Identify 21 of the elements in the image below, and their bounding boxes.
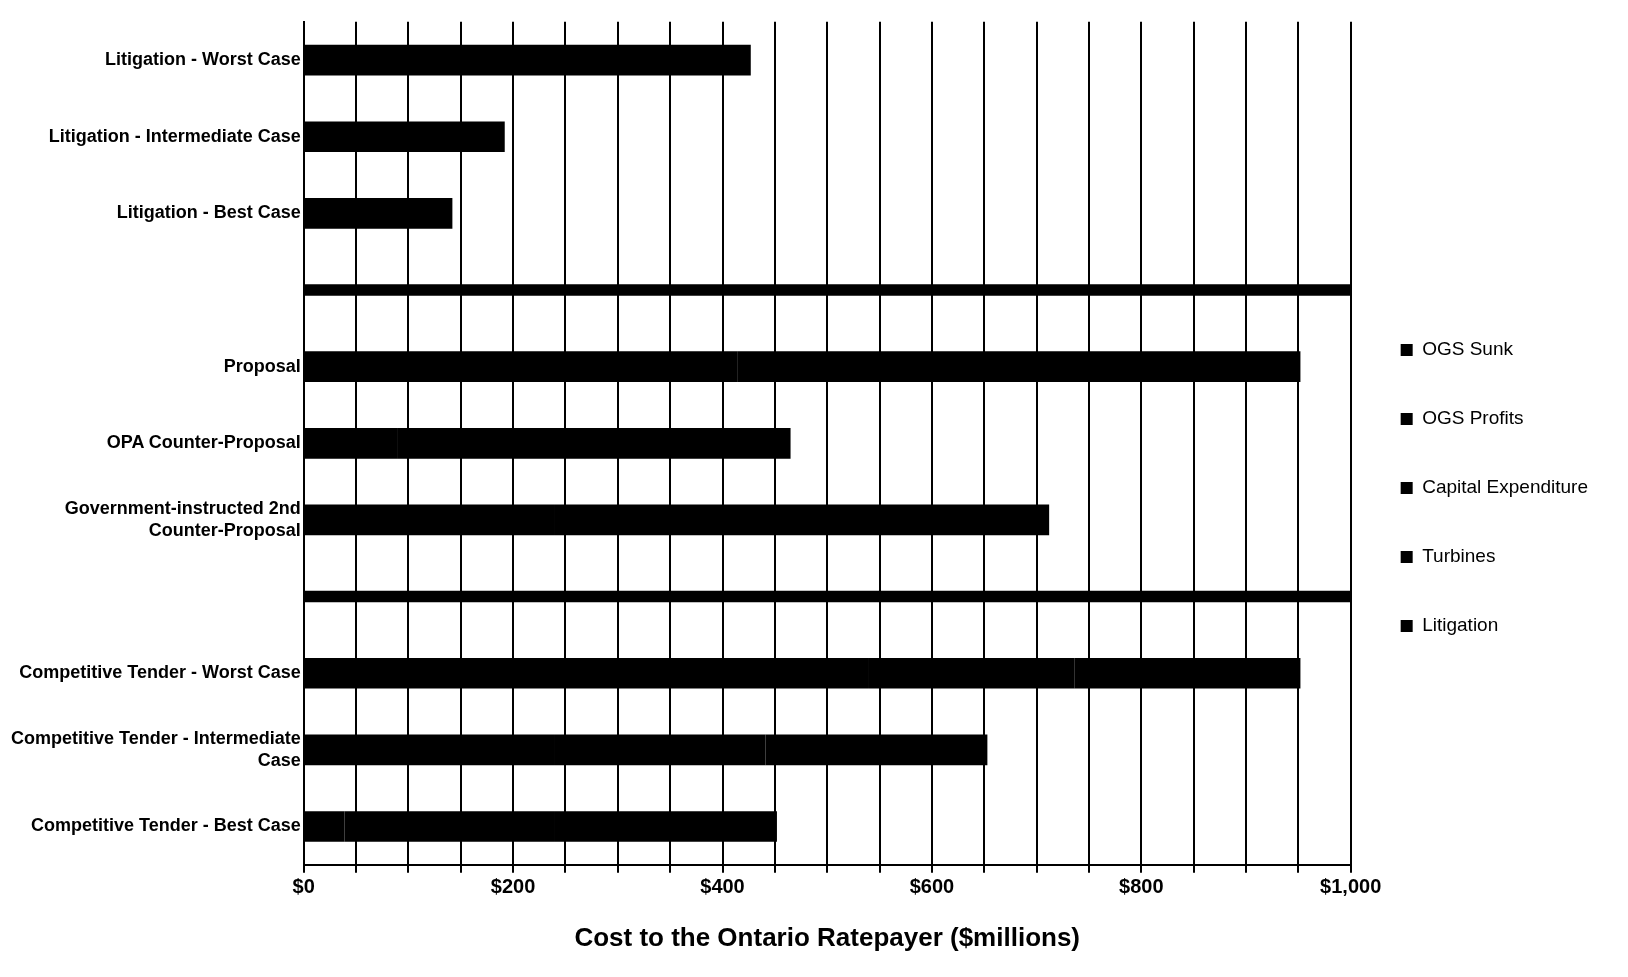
y-tick-label: OPA Counter-Proposal [106,432,301,453]
legend-label: OGS Sunk [1422,338,1514,360]
legend-label: Capital Expenditure [1422,476,1588,498]
y-tick-label: Competitive Tender - Worst Case [19,662,301,683]
x-tick-label: $0 [292,875,315,898]
legend-label: Litigation [1422,614,1499,636]
x-tick-label: $400 [700,875,745,898]
y-tick-label: Litigation - Intermediate Case [48,125,301,146]
y-tick-label: Competitive Tender - Intermediate Case [10,728,301,770]
legend-label: OGS Profits [1422,407,1524,429]
x-axis-title: Cost to the Ontario Ratepayer ($millions) [574,921,1081,952]
y-tick-label: Proposal [223,355,301,376]
x-tick-label: $600 [909,875,955,898]
x-tick-label: $1,000 [1320,875,1382,898]
y-tick-label: Government-instructed 2nd Counter-Proposal [64,498,301,540]
legend-label: Turbines [1422,545,1496,567]
y-tick-label: Competitive Tender - Best Case [30,815,301,836]
y-tick-label: Litigation - Worst Case [105,49,301,70]
x-tick-label: $800 [1119,875,1164,898]
x-tick-label: $200 [490,875,536,898]
y-tick-label: Litigation - Best Case [116,202,301,223]
